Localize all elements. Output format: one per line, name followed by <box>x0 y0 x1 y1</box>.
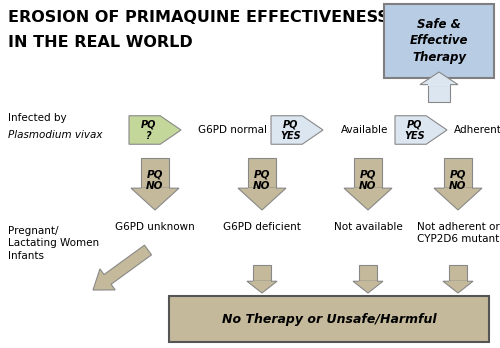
Polygon shape <box>443 281 473 293</box>
Polygon shape <box>129 116 181 144</box>
Polygon shape <box>344 188 392 210</box>
Polygon shape <box>238 188 286 210</box>
Text: PQ
NO: PQ NO <box>449 169 467 191</box>
Bar <box>253 265 271 281</box>
Text: G6PD normal: G6PD normal <box>198 125 268 135</box>
Polygon shape <box>353 281 383 293</box>
Bar <box>359 281 377 282</box>
Bar <box>449 281 467 282</box>
Bar <box>359 265 377 281</box>
Text: PQ
NO: PQ NO <box>359 169 377 191</box>
Bar <box>449 265 467 281</box>
Text: Not available: Not available <box>334 222 402 232</box>
Polygon shape <box>434 188 482 210</box>
Text: PQ
?: PQ ? <box>141 119 156 141</box>
Bar <box>444 188 472 189</box>
Text: Plasmodium vivax: Plasmodium vivax <box>8 130 102 140</box>
Polygon shape <box>247 281 277 293</box>
Polygon shape <box>395 116 447 144</box>
Polygon shape <box>420 72 458 85</box>
Text: Safe &
Effective
Therapy: Safe & Effective Therapy <box>410 17 468 64</box>
Text: Pregnant/
Lactating Women
Infants: Pregnant/ Lactating Women Infants <box>8 226 99 261</box>
Polygon shape <box>131 188 179 210</box>
Polygon shape <box>271 116 323 144</box>
Bar <box>140 188 170 189</box>
Text: G6PD unknown: G6PD unknown <box>115 222 195 232</box>
Text: PQ
NO: PQ NO <box>146 169 164 191</box>
Bar <box>444 158 472 188</box>
Text: G6PD deficient: G6PD deficient <box>223 222 301 232</box>
Bar <box>140 158 170 188</box>
FancyArrow shape <box>93 245 152 290</box>
Bar <box>354 158 382 188</box>
FancyBboxPatch shape <box>169 296 489 342</box>
Bar <box>248 158 276 188</box>
Text: Available: Available <box>342 125 388 135</box>
Text: EROSION OF PRIMAQUINE EFFECTIVENESS: EROSION OF PRIMAQUINE EFFECTIVENESS <box>8 10 389 25</box>
Text: Adherent: Adherent <box>454 125 500 135</box>
Bar <box>428 85 450 102</box>
Text: PQ
YES: PQ YES <box>404 119 425 141</box>
Bar <box>428 84 450 86</box>
Text: Not adherent or
CYP2D6 mutant: Not adherent or CYP2D6 mutant <box>416 222 500 244</box>
Bar <box>354 188 382 189</box>
FancyBboxPatch shape <box>384 4 494 78</box>
Text: Infected by: Infected by <box>8 113 66 123</box>
Text: No Therapy or Unsafe/Harmful: No Therapy or Unsafe/Harmful <box>222 313 436 325</box>
Text: IN THE REAL WORLD: IN THE REAL WORLD <box>8 35 193 50</box>
Text: PQ
NO: PQ NO <box>254 169 271 191</box>
Bar <box>248 188 276 189</box>
Text: PQ
YES: PQ YES <box>280 119 301 141</box>
Bar <box>253 281 271 282</box>
